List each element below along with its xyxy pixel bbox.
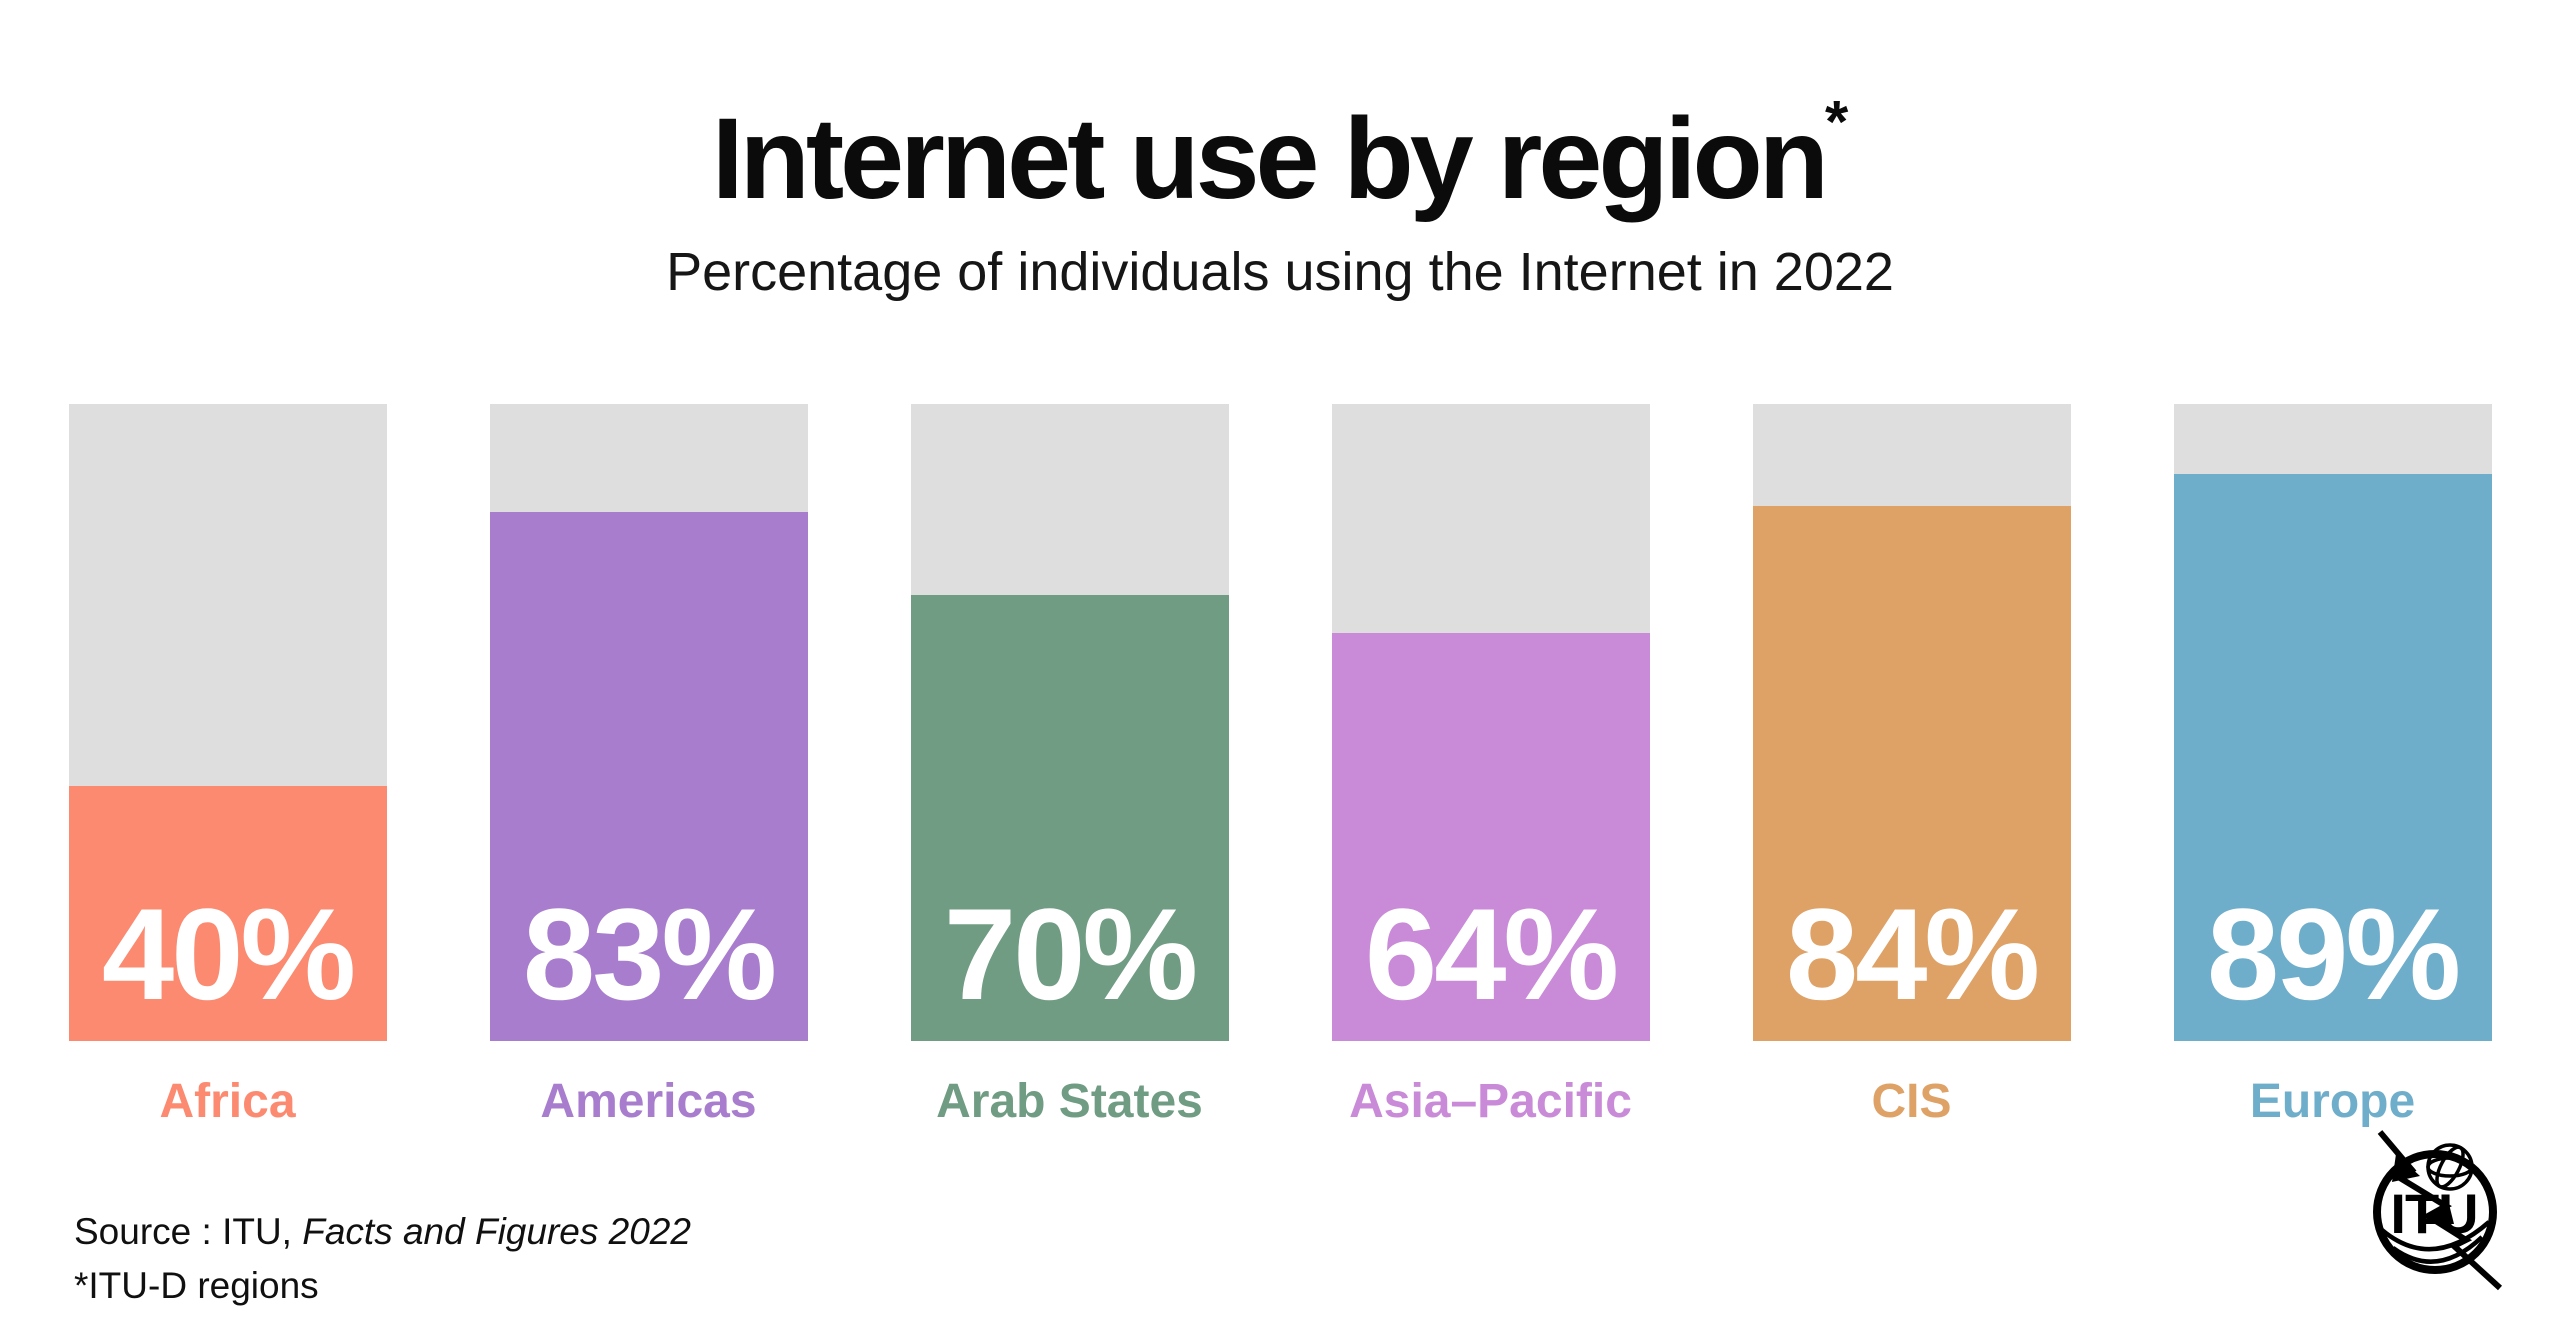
bar-value-label: 40%: [101, 880, 356, 1027]
bar-category-label: Africa: [159, 1074, 296, 1128]
globe-icon: [2426, 1143, 2474, 1191]
chart-header: Internet use by region* Percentage of in…: [0, 0, 2560, 307]
source-work-title: Facts and Figures 2022: [302, 1211, 691, 1252]
source-label: Source : ITU,: [74, 1211, 292, 1252]
bar-category-label: Europe: [2249, 1074, 2416, 1128]
footnote: *ITU-D regions: [74, 1264, 319, 1306]
bar-category-label: Americas: [540, 1074, 757, 1128]
orbit-arc: [2380, 1220, 2491, 1252]
bar-column-arab-states: 70% Arab States: [910, 403, 1229, 1127]
lightning-bolt-icon: [2377, 1130, 2503, 1291]
bar-column-europe: 89% Europe: [2173, 403, 2492, 1127]
bar-value-label: 89%: [2206, 880, 2461, 1027]
itu-logo: ITU: [2362, 1126, 2510, 1298]
page-title-text: Internet use by region: [711, 95, 1829, 223]
bar-fill: 64%: [1331, 633, 1650, 1041]
bar-category-label: Asia–Pacific: [1349, 1074, 1632, 1128]
bar-value-label: 83%: [522, 880, 777, 1027]
bar-fill: 84%: [1752, 505, 2071, 1041]
page-title: Internet use by region*: [0, 88, 2560, 223]
bar-fill: 83%: [489, 511, 808, 1041]
bar-fill: 70%: [910, 594, 1229, 1041]
bar-category-label: CIS: [1871, 1074, 1952, 1128]
bar-column-asia-pacific: 64% Asia–Pacific: [1331, 403, 1650, 1127]
bar-column-cis: 84% CIS: [1752, 403, 2071, 1127]
orbit-arc: [2391, 1235, 2484, 1264]
bar-fill: 40%: [68, 785, 387, 1041]
bar-chart: 40% Africa 83% Americas 70% Arab States …: [0, 403, 2560, 1127]
bar-fill: 89%: [2173, 473, 2492, 1041]
logo-ring: [2373, 1150, 2497, 1274]
bar-value-label: 84%: [1785, 880, 2040, 1027]
itu-logo-graphic: ITU: [2373, 1130, 2503, 1291]
bar-category-label: Arab States: [936, 1074, 1203, 1128]
page-subtitle: Percentage of individuals using the Inte…: [666, 241, 1894, 302]
bar-value-label: 70%: [943, 880, 1198, 1027]
title-asterisk: *: [1825, 87, 1849, 155]
bar-column-africa: 40% Africa: [68, 403, 387, 1127]
source-line: Source : ITU, Facts and Figures 2022: [74, 1205, 691, 1259]
source-note: Source : ITU, Facts and Figures 2022 *IT…: [74, 1205, 691, 1312]
bar-column-americas: 83% Americas: [489, 403, 808, 1127]
bar-value-label: 64%: [1364, 880, 1619, 1027]
